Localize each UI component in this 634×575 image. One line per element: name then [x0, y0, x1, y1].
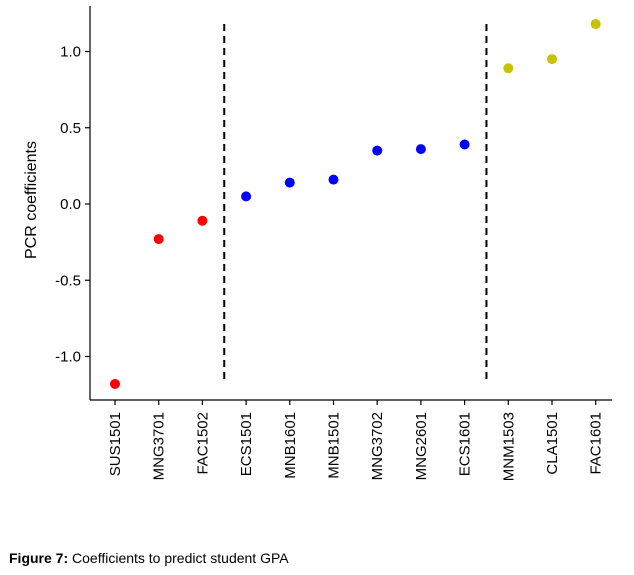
data-points: [110, 19, 601, 389]
x-tick-label: CLA1501: [544, 412, 561, 475]
x-tick-label: MNM1503: [500, 412, 517, 481]
y-tick-label: 0.5: [60, 120, 81, 137]
x-tick-label: SUS1501: [107, 412, 124, 476]
x-tick-label: FAC1502: [194, 412, 211, 475]
figure-caption: Figure 7: Coefficients to predict studen…: [9, 550, 289, 566]
data-point: [197, 215, 208, 226]
data-point: [415, 144, 426, 155]
group-separators: [223, 24, 488, 383]
data-point: [503, 63, 514, 74]
data-point: [153, 234, 164, 245]
data-point: [284, 177, 295, 188]
data-point: [590, 19, 601, 30]
axes: [89, 6, 612, 401]
y-tick-label: 1.0: [60, 44, 81, 61]
x-tick-label: MNB1501: [326, 412, 343, 479]
y-tick-label: -1.0: [55, 349, 81, 366]
data-point: [372, 145, 383, 156]
y-tick-label: 0.0: [60, 196, 81, 213]
x-tick-label: ECS1601: [457, 412, 474, 476]
data-point: [241, 191, 252, 202]
y-axis-label: PCR coefficients: [23, 141, 40, 259]
data-point: [547, 54, 557, 65]
data-point: [328, 174, 339, 185]
x-tick-label: MNG3702: [369, 412, 386, 480]
x-tick-label: ECS1501: [238, 412, 255, 476]
caption-label: Figure 7:: [9, 550, 69, 566]
x-tick-labels: SUS1501 MNG3701 FAC1502 ECS1501 MNB1601 MNB15…: [107, 400, 605, 481]
y-tick-label: -0.5: [55, 272, 81, 289]
y-ticks: -1.0 -0.5 0.0 0.5 1.0: [55, 44, 90, 366]
x-tick-label: MNB1601: [282, 412, 299, 479]
x-tick-label: FAC1601: [588, 412, 605, 475]
data-point: [110, 378, 120, 389]
scatter-chart: -1.0 -0.5 0.0 0.5 1.0 SUS1501 MNG3701 FAC1502 E…: [23, 6, 612, 481]
caption-text: Coefficients to predict student GPA: [68, 550, 289, 566]
x-tick-label: MNG3701: [151, 412, 168, 480]
x-tick-label: MNG2601: [413, 412, 430, 480]
data-point: [459, 139, 470, 150]
